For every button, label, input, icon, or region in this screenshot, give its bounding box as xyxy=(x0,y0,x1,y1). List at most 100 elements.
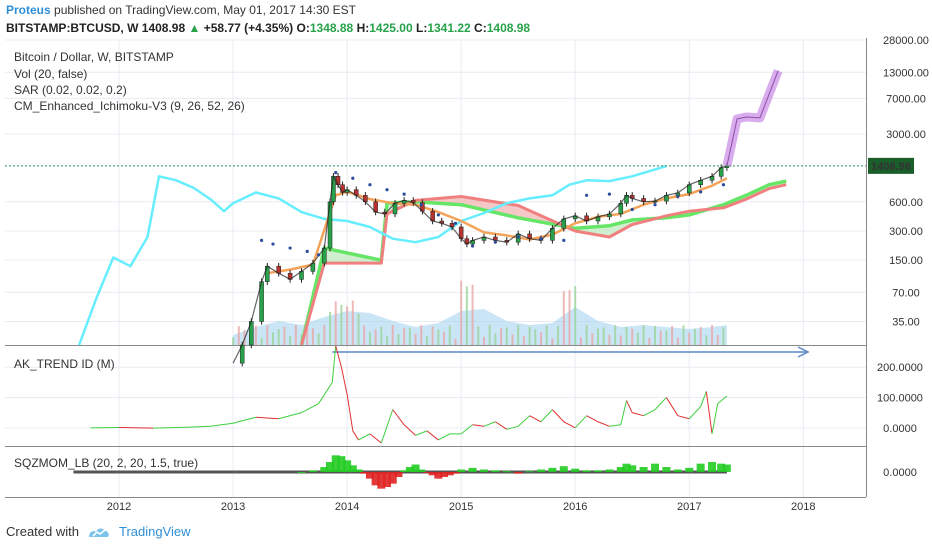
y-tick-label: 28000.00 xyxy=(883,35,929,47)
squeeze-bar xyxy=(371,472,380,486)
volume-bar xyxy=(346,306,349,345)
open-label: O: xyxy=(296,21,310,35)
y-tick-label: 300.00 xyxy=(889,226,923,238)
symbol: BITSTAMP:BTCUSD, W xyxy=(6,21,139,35)
trend-segment xyxy=(331,345,337,383)
trend-segment xyxy=(369,433,382,444)
sar-dot xyxy=(676,194,680,199)
trend-segment xyxy=(677,415,690,420)
volume-bar xyxy=(266,325,269,345)
up-arrow-icon: ▲ xyxy=(188,21,201,35)
published-text: published on TradingView.com, May 01, 20… xyxy=(54,3,356,17)
volume-bar xyxy=(237,326,240,345)
sar-dot xyxy=(402,192,406,196)
squeeze-bar xyxy=(383,472,392,487)
volume-bar xyxy=(597,328,600,345)
squeeze-bar xyxy=(708,462,717,472)
volume-bar xyxy=(705,335,708,345)
volume-bar xyxy=(311,328,314,345)
trend-segment xyxy=(700,391,707,407)
volume-bar xyxy=(591,333,594,345)
y-tick-label: 150.00 xyxy=(889,255,923,267)
trend-segment xyxy=(187,425,211,428)
trend-segment xyxy=(352,430,359,441)
y-tick-label: 3000.00 xyxy=(886,129,926,141)
volume-bar xyxy=(534,329,537,345)
sar-dot xyxy=(470,244,475,248)
trend-segment xyxy=(626,400,633,413)
squeeze-bar xyxy=(502,471,511,473)
volume-bar xyxy=(391,325,394,345)
volume-bar xyxy=(477,326,480,345)
volume-bar xyxy=(676,337,679,345)
volume-bar xyxy=(306,327,309,345)
tradingview-link[interactable]: TradingView xyxy=(118,524,191,539)
author-link[interactable]: Proteus xyxy=(6,3,51,17)
volume-bar xyxy=(448,325,451,345)
squeeze-bar xyxy=(717,463,726,472)
trend-segment xyxy=(278,412,302,420)
sar-dot xyxy=(334,171,338,175)
trend-segment xyxy=(654,397,667,410)
squeeze-bar xyxy=(308,470,317,472)
trend-segment xyxy=(643,409,656,417)
trend-segment xyxy=(517,415,530,427)
price-close-line xyxy=(232,165,728,364)
volume-bar xyxy=(408,327,411,345)
last-price: 1408.98 xyxy=(141,21,186,35)
volume-bar xyxy=(511,334,514,345)
squeeze-bar xyxy=(594,470,603,472)
squeeze-bar xyxy=(343,460,352,472)
publish-line: Proteus published on TradingView.com, Ma… xyxy=(6,3,356,17)
squeeze-bar xyxy=(440,472,449,477)
squeeze-bar xyxy=(360,472,369,474)
volume-bar xyxy=(522,335,525,345)
volume-bar xyxy=(562,291,565,345)
trend-segment xyxy=(574,415,587,429)
volume-bar xyxy=(386,336,389,345)
volume-bar xyxy=(619,335,622,345)
volume-bar xyxy=(648,337,651,345)
squeeze-bar xyxy=(696,463,705,472)
squeeze-bar xyxy=(297,472,306,473)
squeeze-bar xyxy=(491,470,500,472)
squeeze-bar xyxy=(605,469,614,472)
sar-dot xyxy=(271,242,275,246)
trend-segment xyxy=(426,430,439,441)
x-tick-label: 2016 xyxy=(563,501,587,513)
lagging-span-line xyxy=(77,164,667,346)
sar-dot xyxy=(721,183,726,187)
squeeze-bar xyxy=(411,464,420,472)
volume-bar xyxy=(688,332,691,345)
high-value: 1425.00 xyxy=(369,21,413,35)
sar-dot xyxy=(699,190,703,194)
squeeze-bar xyxy=(326,462,335,472)
trend-segment xyxy=(119,427,154,429)
sar-dot xyxy=(259,238,264,242)
y-tick-label: 13000.00 xyxy=(883,67,929,79)
squeeze-bar xyxy=(628,465,637,472)
trend-segment xyxy=(632,412,644,417)
squeeze-bar xyxy=(445,472,454,476)
volume-bar xyxy=(528,326,531,345)
squeeze-bar xyxy=(428,472,437,476)
trend-segment xyxy=(392,409,405,426)
squeeze-bar xyxy=(337,456,346,472)
symbol-line: BITSTAMP:BTCUSD, W 1408.98 ▲ +58.77 (+4.… xyxy=(6,21,530,35)
trend-segment xyxy=(340,367,348,395)
x-tick-label: 2012 xyxy=(107,501,131,513)
trend-segment xyxy=(232,416,257,424)
squeeze-y-tick: 0.0000 xyxy=(883,467,917,479)
volume-bar xyxy=(517,325,520,345)
volume-bar xyxy=(403,327,406,345)
trend-segment xyxy=(438,433,450,441)
trend-segment xyxy=(495,421,508,430)
squeeze-bar xyxy=(365,472,374,479)
sar-dot xyxy=(436,213,440,217)
close-label: C: xyxy=(474,21,487,35)
x-tick-label: 2013 xyxy=(221,501,245,513)
squeeze-bar xyxy=(422,472,431,473)
volume-bar xyxy=(602,327,605,345)
trend-segment xyxy=(346,394,354,431)
